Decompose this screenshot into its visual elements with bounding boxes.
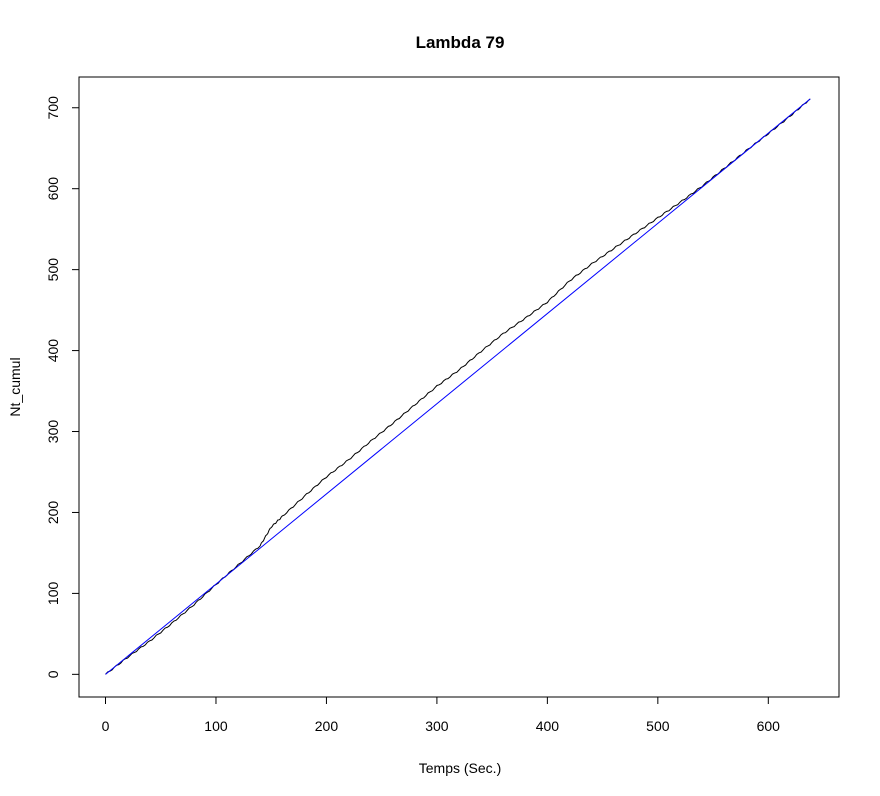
x-tick-label: 100: [204, 718, 228, 734]
x-tick-label: 0: [102, 718, 110, 734]
x-tick-label: 600: [757, 718, 781, 734]
y-axis: 0 100 200 300 400 500 600 700: [45, 96, 80, 678]
x-axis-label: Temps (Sec.): [419, 760, 501, 776]
series-line-reference: [105, 98, 811, 675]
y-tick-label: 200: [45, 501, 61, 525]
plot-frame: [78, 76, 840, 698]
x-tick-label: 500: [646, 718, 670, 734]
y-tick-label: 300: [45, 420, 61, 444]
x-axis: 0 100 200 300 400 500 600: [102, 696, 781, 734]
y-tick-label: 400: [45, 339, 61, 363]
y-tick-label: 100: [45, 582, 61, 606]
x-tick-label: 200: [315, 718, 339, 734]
y-tick-label: 600: [45, 177, 61, 201]
y-tick-label: 700: [45, 96, 61, 120]
y-axis-label: Nt_cumul: [7, 357, 23, 416]
y-tick-label: 0: [45, 670, 61, 678]
y-tick-label: 500: [45, 258, 61, 282]
x-tick-label: 300: [425, 718, 449, 734]
series-layer: [105, 98, 811, 675]
chart-title: Lambda 79: [416, 33, 505, 52]
x-tick-label: 400: [536, 718, 560, 734]
